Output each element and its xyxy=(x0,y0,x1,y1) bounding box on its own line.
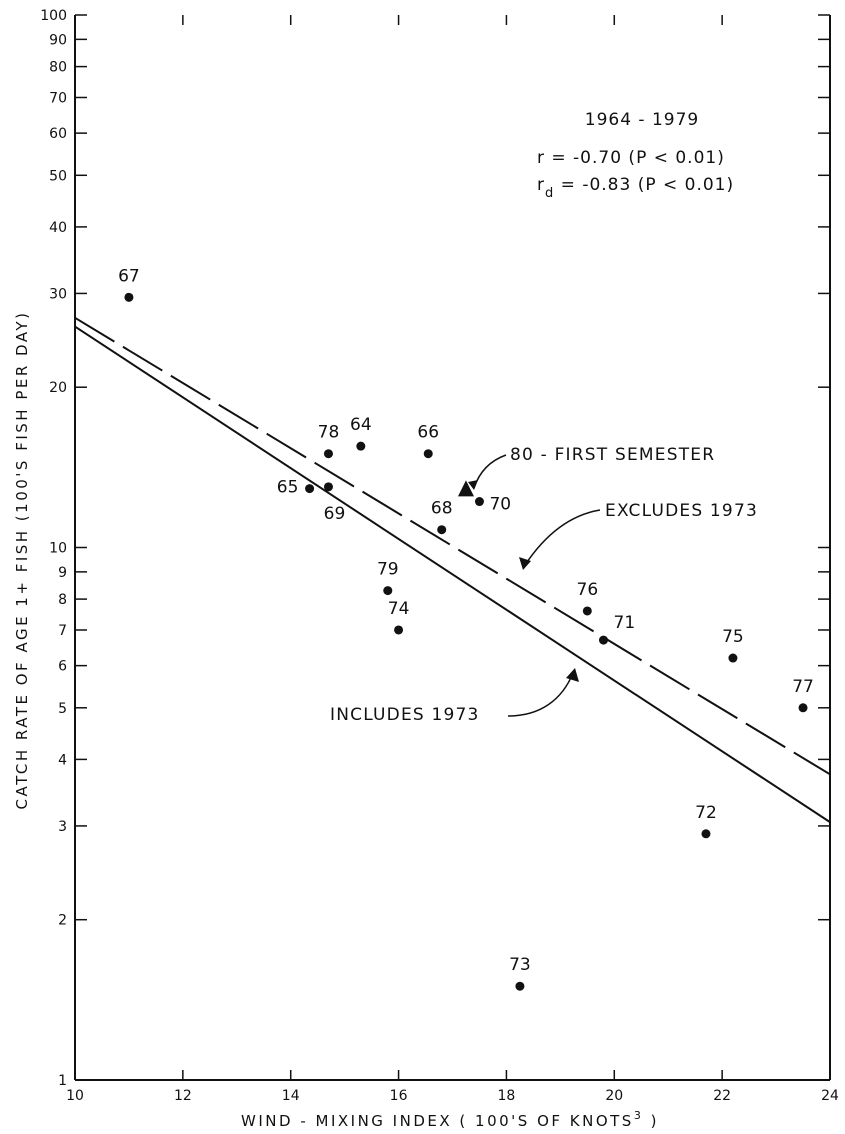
data-point-label: 74 xyxy=(388,599,410,619)
y-tick-label: 90 xyxy=(49,32,67,48)
data-point xyxy=(124,292,134,302)
data-point xyxy=(582,606,592,616)
y-tick-label: 40 xyxy=(49,220,67,236)
x-tick-label: 18 xyxy=(498,1088,516,1104)
x-axis-title: WIND - MIXING INDEX ( 100'S OF KNOTS3 ) xyxy=(241,1109,659,1130)
stat-r: r = -0.70 (P < 0.01) xyxy=(537,148,725,168)
x-axis-title-main: WIND - MIXING INDEX ( 100'S OF KNOTS xyxy=(241,1112,634,1130)
arrowhead-first-semester xyxy=(468,480,478,490)
x-tick-label: 10 xyxy=(66,1088,84,1104)
data-point-label: 77 xyxy=(792,677,814,697)
data-point-label: 67 xyxy=(118,266,140,286)
x-tick-label: 14 xyxy=(282,1088,300,1104)
data-point-label: 70 xyxy=(489,495,511,515)
stat-rd: rd = -0.83 (P < 0.01) xyxy=(537,175,734,201)
data-point xyxy=(701,829,711,839)
data-point-label: 79 xyxy=(377,560,399,580)
arrowhead-excludes xyxy=(519,557,531,570)
y-tick-label: 80 xyxy=(49,60,67,76)
data-point xyxy=(305,484,315,494)
annotation-excludes: EXCLUDES 1973 xyxy=(605,501,758,521)
y-tick-label: 9 xyxy=(58,565,67,581)
stat-rd-rest: = -0.83 (P < 0.01) xyxy=(554,175,734,195)
x-tick-label: 16 xyxy=(390,1088,408,1104)
data-point-label: 73 xyxy=(509,955,531,975)
regression-line-includes-1973 xyxy=(74,325,831,823)
chart-title: 1964 - 1979 xyxy=(585,110,699,130)
arrow-includes xyxy=(507,672,574,717)
y-axis-title: CATCH RATE OF AGE 1+ FISH (100'S FISH PE… xyxy=(13,311,31,810)
y-tick-label: 3 xyxy=(58,819,67,835)
y-tick-label: 1 xyxy=(58,1073,67,1089)
first-semester-triangle-marker xyxy=(457,480,474,497)
data-point xyxy=(474,497,484,507)
y-tick-label: 60 xyxy=(49,126,67,142)
y-tick-label: 10 xyxy=(49,541,67,557)
data-point-label: 72 xyxy=(695,803,717,823)
data-point xyxy=(394,625,404,635)
data-point xyxy=(599,635,608,645)
data-point xyxy=(437,525,447,535)
y-tick-label: 4 xyxy=(58,752,67,768)
y-tick-label: 5 xyxy=(58,701,67,717)
x-tick-label: 22 xyxy=(713,1088,731,1104)
x-axis-ticks: 10 12 14 16 18 20 22 24 xyxy=(66,15,839,1104)
x-tick-label: 12 xyxy=(174,1088,192,1104)
y-tick-label: 8 xyxy=(58,592,67,608)
y-tick-label: 6 xyxy=(58,659,67,675)
data-point xyxy=(515,981,525,991)
data-point-label: 78 xyxy=(318,423,340,443)
y-tick-label: 2 xyxy=(58,913,67,929)
data-point-label: 71 xyxy=(614,613,636,633)
data-point-label: 69 xyxy=(324,504,346,524)
data-point-label: 75 xyxy=(722,627,744,647)
data-points: 67 78 64 66 65 69 68 70 79 74 76 71 75 77 72 73 xyxy=(118,266,814,991)
data-point xyxy=(423,449,433,459)
data-point-label: 64 xyxy=(350,415,372,435)
y-tick-label: 70 xyxy=(49,90,67,106)
y-tick-label: 100 xyxy=(40,8,67,24)
data-point xyxy=(728,653,738,663)
x-axis-title-superscript: 3 xyxy=(634,1109,644,1122)
stat-rd-subscript: d xyxy=(545,186,554,201)
x-axis-title-end: ) xyxy=(643,1112,659,1130)
x-tick-label: 20 xyxy=(605,1088,623,1104)
data-point xyxy=(323,482,333,492)
regression-lines xyxy=(74,316,831,823)
y-tick-label: 7 xyxy=(58,623,67,639)
data-point-label: 76 xyxy=(577,580,599,600)
arrow-excludes xyxy=(524,509,601,566)
arrow-first-semester xyxy=(473,454,507,489)
arrowhead-includes xyxy=(566,668,579,682)
stat-rd-prefix: r xyxy=(537,175,545,195)
data-point xyxy=(798,703,808,713)
data-point-label: 68 xyxy=(431,499,453,519)
y-tick-label: 20 xyxy=(49,380,67,396)
data-point xyxy=(383,586,393,596)
y-tick-label: 30 xyxy=(49,286,67,302)
regression-line-excludes-1973 xyxy=(74,316,831,776)
data-point xyxy=(356,441,366,451)
annotation-includes: INCLUDES 1973 xyxy=(330,705,480,725)
y-tick-label: 50 xyxy=(49,168,67,184)
annotation-first-semester: 80 - FIRST SEMESTER xyxy=(510,445,715,465)
data-point xyxy=(323,449,333,459)
x-tick-label: 24 xyxy=(821,1088,839,1104)
data-point-label: 66 xyxy=(417,423,439,443)
data-point-label: 65 xyxy=(277,478,299,498)
